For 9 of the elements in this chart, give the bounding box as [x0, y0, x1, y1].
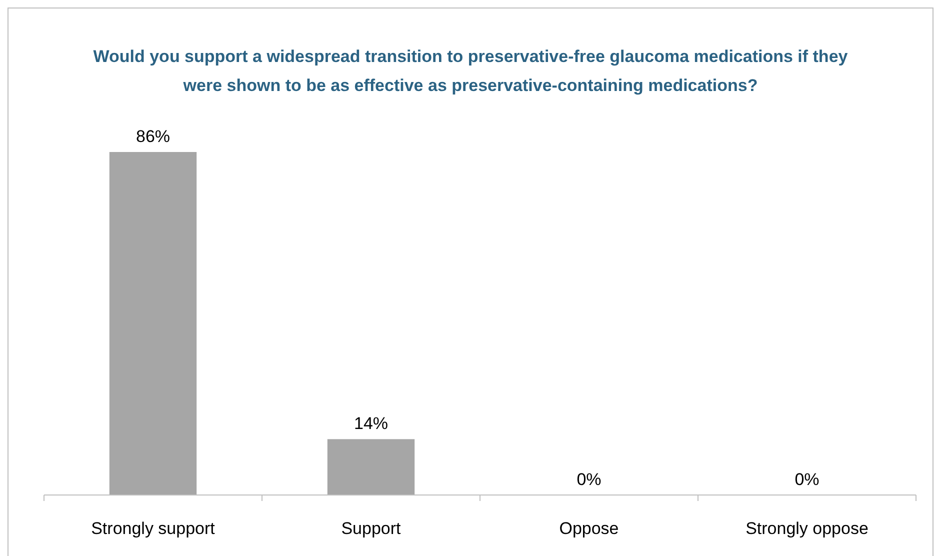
- data-label: 86%: [136, 127, 170, 146]
- x-tick-label: Strongly support: [91, 519, 216, 538]
- data-label: 0%: [794, 470, 820, 489]
- chart-title: Would you support a widespread transition to preservative-free glaucoma medications if they were shown to be as effective as preservative-containing medications?: [93, 47, 848, 95]
- data-label: 0%: [576, 470, 602, 489]
- x-tick-label: Oppose: [559, 519, 619, 538]
- x-tick-label: Strongly oppose: [746, 519, 868, 538]
- data-label: 14%: [354, 414, 388, 434]
- x-tick-label: Support: [341, 519, 402, 538]
